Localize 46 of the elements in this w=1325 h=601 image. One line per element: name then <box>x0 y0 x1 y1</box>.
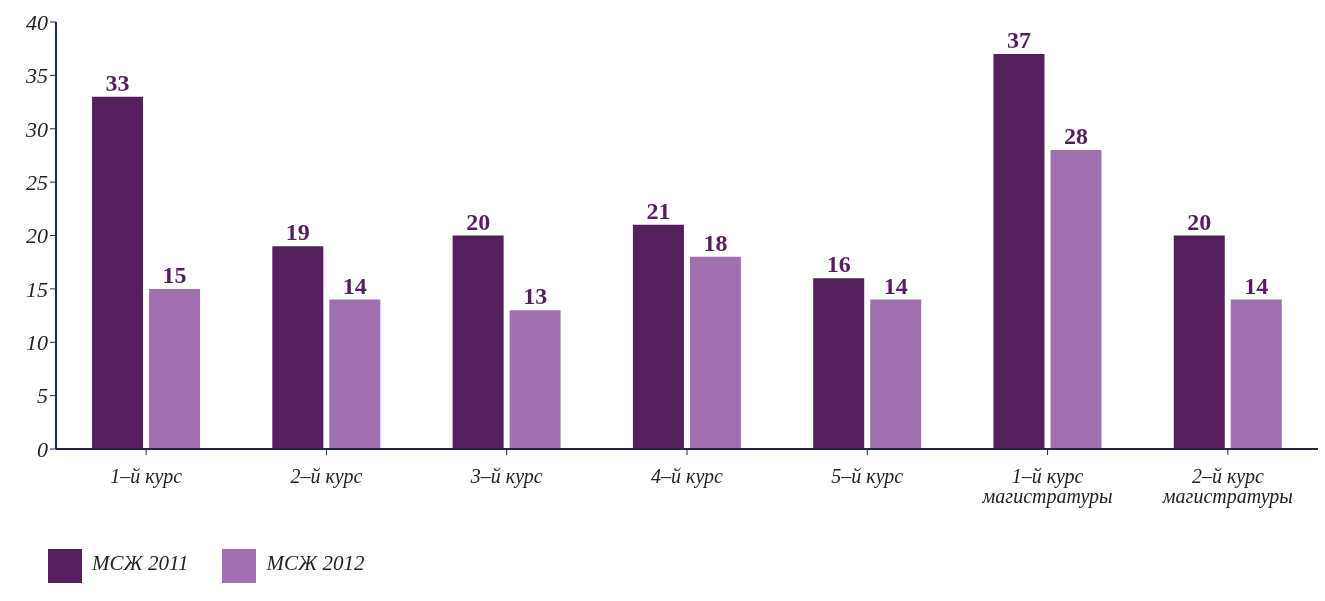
x-tick-label: 3–й курс <box>469 465 543 489</box>
y-tick-label: 30 <box>25 116 48 142</box>
x-tick-label: 1–й курс магистратуры <box>981 465 1113 509</box>
x-tick-label: 4–й курс <box>651 465 724 489</box>
data-label: 33 <box>105 69 130 96</box>
data-label: 20 <box>466 208 491 235</box>
x-tick-label: 2–й курс <box>290 465 363 489</box>
data-label: 28 <box>1063 123 1088 150</box>
data-label: 14 <box>342 272 367 299</box>
x-tick-label: 1–й курс <box>110 465 183 489</box>
data-label: 14 <box>883 272 908 299</box>
bar <box>329 299 381 449</box>
x-tick-label: 2–й курс магистратуры <box>1161 465 1293 509</box>
data-label: 20 <box>1187 208 1212 235</box>
data-label: 37 <box>1006 27 1031 54</box>
data-label: 21 <box>646 197 671 224</box>
bar <box>1230 299 1282 449</box>
bar <box>993 54 1045 449</box>
y-tick-label: 20 <box>26 223 48 249</box>
y-tick-label: 25 <box>26 169 48 195</box>
bar <box>509 310 561 449</box>
data-label: 13 <box>523 283 548 310</box>
bar <box>813 278 865 449</box>
data-label: 19 <box>285 219 310 246</box>
bar <box>452 235 504 449</box>
data-label: 15 <box>162 261 187 288</box>
y-tick-label: 5 <box>37 383 48 409</box>
bar <box>272 246 324 449</box>
data-label: 14 <box>1244 272 1269 299</box>
bar <box>92 96 144 449</box>
x-tick-label: 5–й курс <box>831 465 904 489</box>
y-tick-label: 0 <box>37 436 48 462</box>
bar <box>689 256 741 449</box>
y-tick-label: 15 <box>26 276 48 302</box>
bar <box>1050 150 1102 449</box>
bar <box>870 299 922 449</box>
bar <box>1173 235 1225 449</box>
y-tick-label: 35 <box>25 63 48 89</box>
bar <box>149 288 201 449</box>
data-label: 18 <box>703 229 728 256</box>
y-tick-label: 10 <box>26 330 48 356</box>
bar <box>632 224 684 449</box>
legend-label: МСЖ 2012 <box>266 550 365 575</box>
legend-label: МСЖ 2011 <box>92 550 189 575</box>
data-label: 16 <box>826 251 851 278</box>
y-tick-label: 40 <box>26 9 48 35</box>
